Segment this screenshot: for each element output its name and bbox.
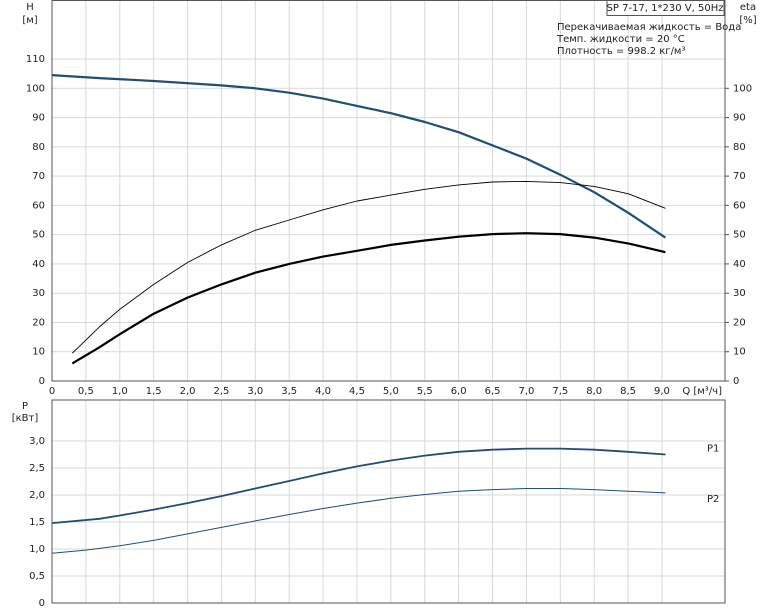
plot-frame [51, 0, 726, 382]
x-tick-label: 3,0 [247, 386, 263, 397]
y-tick-label: 10 [32, 347, 45, 358]
x-tick-label: 4,0 [315, 386, 331, 397]
y2-tick-label: 10 [733, 347, 746, 358]
series-label: P1 [707, 444, 719, 455]
x-tick-label: 9,0 [654, 386, 670, 397]
y2-tick-label: 90 [733, 113, 746, 124]
y-axis-unit: [кВт] [12, 413, 39, 424]
y-tick-label: 2,5 [29, 463, 45, 474]
x-tick-label: 8,5 [620, 386, 636, 397]
series-label: P2 [707, 494, 719, 505]
y-tick-label: 60 [32, 200, 45, 211]
curve [51, 447, 666, 524]
y-tick-label: 30 [32, 288, 45, 299]
y-tick-label: 70 [32, 171, 45, 182]
y-tick-label: 100 [26, 83, 45, 94]
curve [71, 232, 666, 365]
y-tick-label: 90 [32, 113, 45, 124]
x-axis-label: Q [м³/ч] [682, 386, 722, 397]
x-tick-label: 1,0 [112, 386, 128, 397]
y2-axis-label: eta [740, 2, 756, 13]
y-tick-label: 40 [32, 259, 45, 270]
plot-frame [51, 399, 726, 604]
y-tick-label: 2,0 [29, 490, 45, 501]
x-tick-label: 7,5 [552, 386, 568, 397]
x-tick-label: 3,5 [281, 386, 297, 397]
y-axis-unit: [м] [22, 15, 37, 26]
y-axis-label: P [22, 401, 28, 412]
x-tick-label: 6,5 [485, 386, 501, 397]
y-tick-label: 3,0 [29, 436, 45, 447]
y-tick-label: 1,5 [29, 517, 45, 528]
y-tick-label: 0 [39, 376, 45, 387]
y2-axis-unit: [%] [739, 15, 756, 26]
x-tick-label: 4,5 [349, 386, 365, 397]
y-tick-label: 1,0 [29, 544, 45, 555]
y2-tick-label: 20 [733, 317, 746, 328]
x-tick-label: 5,0 [383, 386, 399, 397]
x-tick-label: 2,5 [213, 386, 229, 397]
y2-tick-label: 50 [733, 230, 746, 241]
curve [51, 74, 667, 239]
curve [51, 488, 666, 554]
x-tick-label: 5,5 [417, 386, 433, 397]
curve [71, 180, 666, 354]
x-tick-label: 0 [49, 386, 55, 397]
y2-tick-label: 60 [733, 200, 746, 211]
y2-tick-label: 100 [733, 83, 752, 94]
y-tick-label: 50 [32, 230, 45, 241]
annotation: Темп. жидкости = 20 °C [556, 34, 685, 45]
y-tick-label: 20 [32, 317, 45, 328]
x-tick-label: 0,5 [78, 386, 94, 397]
y-tick-label: 110 [26, 54, 45, 65]
x-tick-label: 2,0 [180, 386, 196, 397]
x-tick-label: 7,0 [518, 386, 534, 397]
x-tick-label: 1,5 [146, 386, 162, 397]
y2-tick-label: 30 [733, 288, 746, 299]
x-tick-label: 8,0 [586, 386, 602, 397]
y-axis-label: H [26, 2, 34, 13]
y-tick-label: 80 [32, 142, 45, 153]
y-tick-label: 0 [39, 598, 45, 609]
x-tick-label: 6,0 [451, 386, 467, 397]
annotation: Плотность = 998.2 кг/м³ [557, 46, 686, 57]
title-box [606, 0, 725, 16]
y2-tick-label: 0 [733, 376, 739, 387]
y-tick-label: 0,5 [29, 571, 45, 582]
y2-tick-label: 70 [733, 171, 746, 182]
chart-title: SP 7-17, 1*230 V, 50Hz [607, 3, 724, 14]
annotation: Перекачиваемая жидкость = Вода [557, 22, 741, 33]
y2-tick-label: 40 [733, 259, 746, 270]
y2-tick-label: 80 [733, 142, 746, 153]
